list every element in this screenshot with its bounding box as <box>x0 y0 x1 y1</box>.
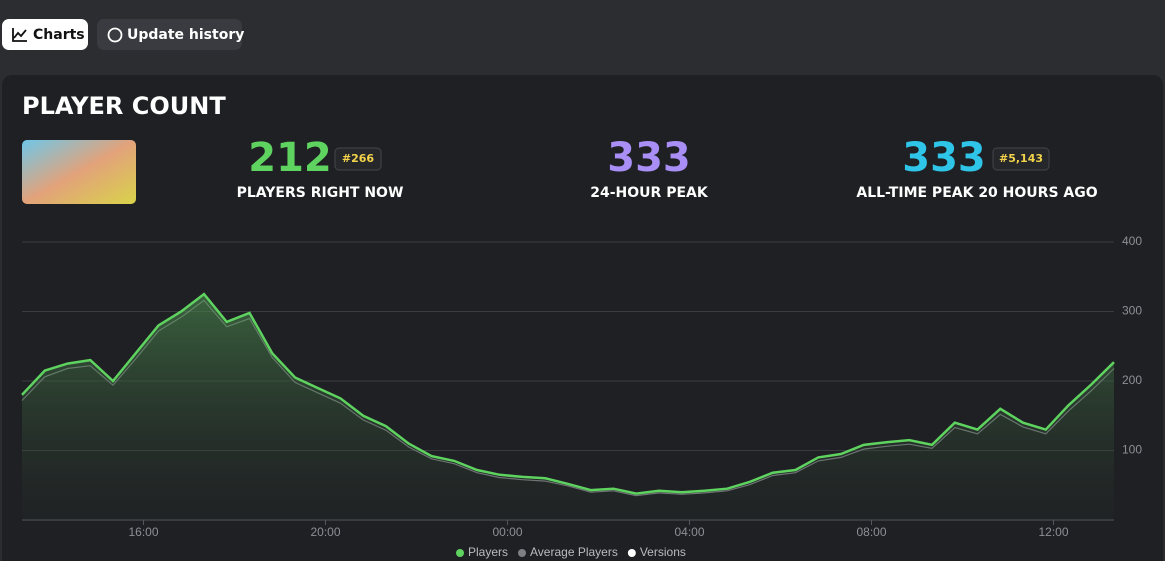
legend-swatch <box>518 549 527 557</box>
y-tick-label: 400 <box>1122 234 1142 248</box>
rank: #266 <box>342 152 375 165</box>
x-tick-label: 00:00 <box>492 525 522 539</box>
panel-title: PLAYER COUNT <box>22 92 226 120</box>
line <box>21 292 1115 495</box>
stat-label: PLAYERS RIGHT NOW <box>237 185 404 201</box>
tab-label[interactable]: Charts <box>33 27 85 43</box>
y-tick-label: 200 <box>1122 373 1142 387</box>
x-tick-label: 08:00 <box>856 525 886 539</box>
legend-label: Versions <box>640 545 686 559</box>
stat-label: 24-HOUR PEAK <box>590 185 709 201</box>
chart: 100 200 300 400 16:00 20:00 00:00 04:00 08:00 12:… <box>21 234 1142 559</box>
x-tick-label: 20:00 <box>310 525 340 539</box>
legend-label: Average Players <box>530 545 618 559</box>
rank-badge <box>334 147 382 171</box>
tab-charts[interactable] <box>2 19 88 50</box>
x-tick-label: 16:00 <box>128 525 158 539</box>
stat-value: 212 <box>248 135 332 181</box>
rank: #5,143 <box>999 152 1043 165</box>
tab-update-history[interactable] <box>97 19 242 50</box>
y-tick-label: 300 <box>1122 304 1142 318</box>
stat-label: ALL-TIME PEAK 20 HOURS AGO <box>856 185 1097 201</box>
legend-swatch <box>456 549 464 557</box>
area <box>22 294 1114 520</box>
y-tick-label: 100 <box>1122 443 1142 457</box>
stat-value: 333 <box>607 135 691 181</box>
history-icon <box>107 27 123 43</box>
tab-label[interactable]: Update history <box>127 27 244 43</box>
legend-swatch <box>627 549 636 557</box>
stat-value: 333 <box>902 135 986 181</box>
rank-badge <box>992 147 1050 171</box>
chart-icon <box>12 28 27 42</box>
game-thumbnail[interactable] <box>22 140 136 204</box>
legend-label: Players <box>468 545 508 559</box>
x-tick-label: 04:00 <box>674 525 704 539</box>
x-tick-label: 12:00 <box>1038 525 1068 539</box>
